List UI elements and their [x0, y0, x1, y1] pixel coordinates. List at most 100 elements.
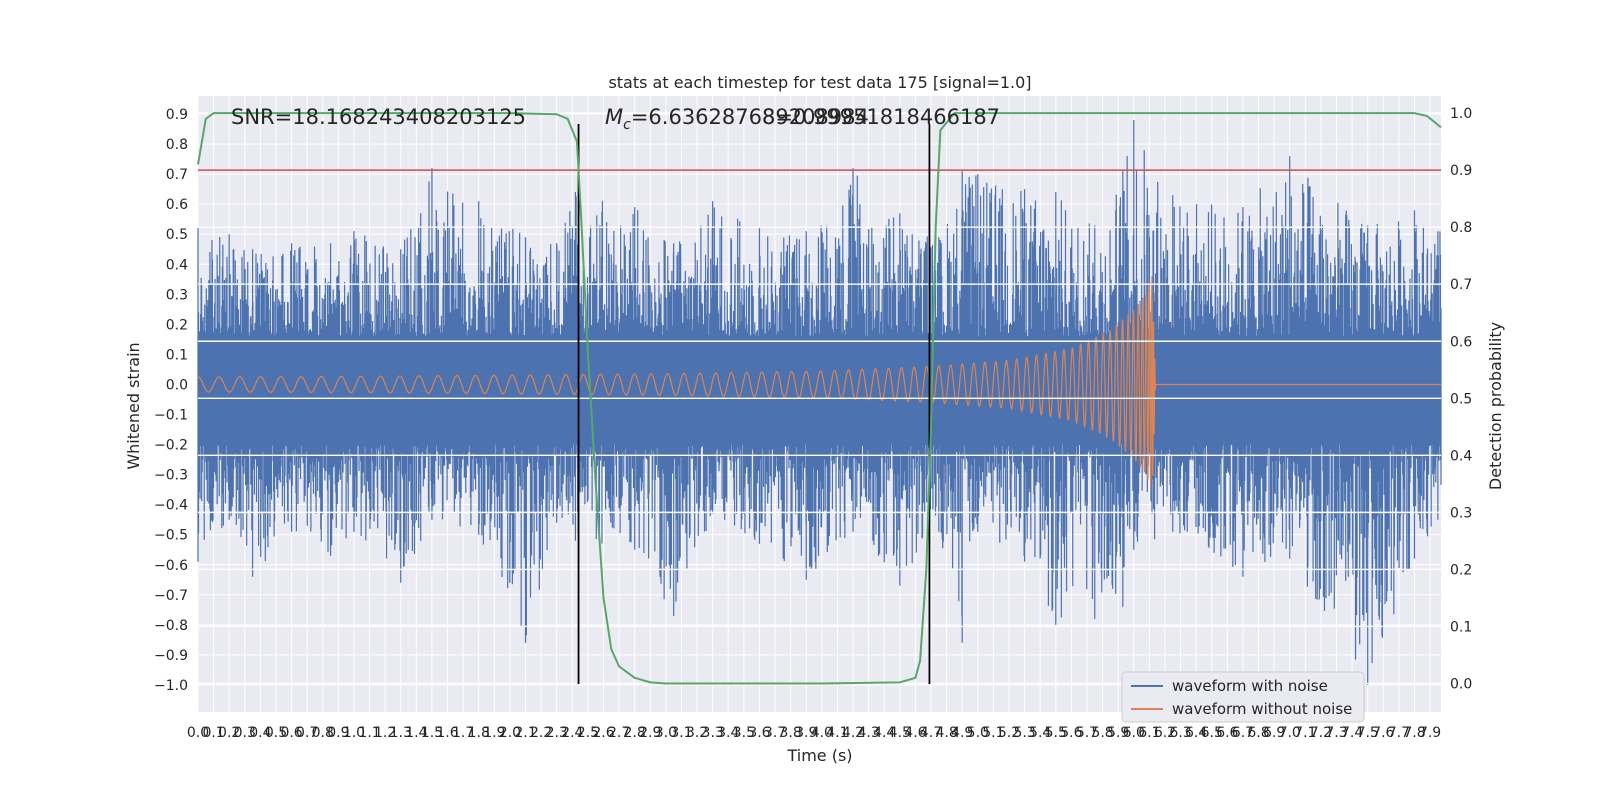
- x-tick-label: 1.0: [343, 725, 365, 741]
- x-tick-label: 0.9: [327, 725, 349, 741]
- x-tick-label: 3.2: [686, 725, 708, 741]
- chirp-mass-subscript: c: [623, 117, 631, 133]
- noisy-waveform-trace: [197, 120, 1442, 685]
- x-tick-label: 6.1: [1138, 725, 1160, 741]
- x-tick-label: 1.7: [452, 725, 474, 741]
- x-tick-label: 7.7: [1388, 725, 1410, 741]
- x-tick-label: 6.2: [1154, 725, 1176, 741]
- x-tick-label: 5.6: [1060, 725, 1082, 741]
- y-tick-label-right: 0.6: [1450, 334, 1472, 350]
- x-tick-label: 2.5: [577, 725, 599, 741]
- y-tick-label-right: 0.9: [1450, 163, 1472, 179]
- y-tick-label-right: 1.0: [1450, 106, 1472, 122]
- x-tick-label: 6.5: [1201, 725, 1223, 741]
- axes: 0.00.10.20.30.40.50.60.70.80.91.01.11.21…: [154, 106, 1472, 741]
- x-tick-label: 0.4: [249, 725, 271, 741]
- x-tick-label: 6.9: [1263, 725, 1285, 741]
- y-tick-label-left: −0.8: [154, 618, 188, 634]
- snr-annotation: SNR=18.168243408203125: [231, 105, 526, 129]
- chirp-mass-value: =6.636287689208984: [631, 105, 869, 129]
- y-tick-label-left: 0.4: [166, 257, 188, 273]
- x-tick-label: 4.4: [873, 725, 895, 741]
- x-tick-label: 0.7: [296, 725, 318, 741]
- x-tick-label: 7.2: [1310, 725, 1332, 741]
- x-tick-label: 1.2: [374, 725, 396, 741]
- y-tick-label-left: −0.7: [154, 588, 188, 604]
- x-tick-label: 5.0: [967, 725, 989, 741]
- y-tick-label-right: 0.5: [1450, 391, 1472, 407]
- y-tick-label-left: 0.8: [166, 137, 188, 153]
- x-tick-label: 4.2: [842, 725, 864, 741]
- overlay: [198, 112, 1441, 685]
- x-tick-label: 1.6: [436, 725, 458, 741]
- y-axis-label-right: Detection probability: [1486, 322, 1505, 490]
- x-tick-label: 2.0: [499, 725, 521, 741]
- x-tick-label: 1.8: [468, 725, 490, 741]
- x-tick-label: 5.9: [1107, 725, 1129, 741]
- series-waveform-with-noise: [197, 120, 1442, 685]
- series-waveform-without-noise: [197, 276, 1441, 489]
- x-tick-label: 5.4: [1029, 725, 1051, 741]
- y-tick-label-left: 0.1: [166, 347, 188, 363]
- detection-probability-line: [197, 112, 1442, 685]
- y-tick-label-left: 0.7: [166, 167, 188, 183]
- x-tick-label: 0.0: [187, 725, 209, 741]
- x-tick-label: 2.7: [608, 725, 630, 741]
- x-tick-label: 2.3: [546, 725, 568, 741]
- chirp-mass-symbol: M: [605, 105, 623, 129]
- x-tick-label: 7.5: [1357, 725, 1379, 741]
- x-tick-label: 1.5: [421, 725, 443, 741]
- x-tick-label: 7.8: [1403, 725, 1425, 741]
- x-tick-label: 2.4: [561, 725, 583, 741]
- x-tick-label: 4.9: [951, 725, 973, 741]
- x-tick-label: 6.0: [1123, 725, 1145, 741]
- y-tick-label-left: 0.3: [166, 287, 188, 303]
- y-tick-label-left: −0.1: [154, 408, 188, 424]
- x-tick-label: 2.6: [592, 725, 614, 741]
- x-tick-label: 7.6: [1372, 725, 1394, 741]
- x-tick-label: 0.5: [265, 725, 287, 741]
- x-tick-label: 5.8: [1091, 725, 1113, 741]
- x-tick-label: 2.9: [639, 725, 661, 741]
- x-tick-label: 0.3: [234, 725, 256, 741]
- x-tick-label: 4.6: [904, 725, 926, 741]
- x-tick-label: 1.1: [358, 725, 380, 741]
- x-tick-label: 7.3: [1325, 725, 1347, 741]
- x-tick-label: 5.5: [1045, 725, 1067, 741]
- x-tick-label: 4.3: [857, 725, 879, 741]
- y-tick-label-left: 0.2: [166, 317, 188, 333]
- x-tick-label: 6.6: [1216, 725, 1238, 741]
- y-tick-label-right: 0.8: [1450, 220, 1472, 236]
- x-tick-label: 3.6: [748, 725, 770, 741]
- y-tick-label-left: −0.9: [154, 648, 188, 664]
- x-tick-label: 7.1: [1294, 725, 1316, 741]
- x-tick-label: 6.8: [1247, 725, 1269, 741]
- x-tick-label: 7.4: [1341, 725, 1363, 741]
- x-tick-label: 0.1: [202, 725, 224, 741]
- x-tick-label: 0.6: [280, 725, 302, 741]
- chirp-mass-annotation: Mc=6.636287689208984: [605, 105, 869, 133]
- x-tick-label: 5.3: [1013, 725, 1035, 741]
- x-tick-label: 4.5: [889, 725, 911, 741]
- x-tick-label: 1.3: [390, 725, 412, 741]
- y-tick-label-left: −0.4: [154, 498, 188, 514]
- x-tick-label: 4.8: [935, 725, 957, 741]
- y-tick-label-right: 0.0: [1450, 676, 1472, 692]
- y-tick-label-left: −0.6: [154, 558, 188, 574]
- x-tick-label: 4.7: [920, 725, 942, 741]
- x-tick-label: 7.0: [1279, 725, 1301, 741]
- x-tick-label: 3.1: [670, 725, 692, 741]
- x-tick-label: 5.1: [982, 725, 1004, 741]
- series-detection-probability: [197, 112, 1442, 685]
- y-tick-label-left: −0.5: [154, 528, 188, 544]
- clean-waveform-trace: [197, 276, 1441, 489]
- x-tick-label: 3.8: [780, 725, 802, 741]
- x-tick-label: 0.8: [312, 725, 334, 741]
- y-tick-label-right: 0.2: [1450, 562, 1472, 578]
- x-tick-label: 4.1: [826, 725, 848, 741]
- x-tick-label: 3.0: [655, 725, 677, 741]
- x-tick-label: 1.4: [405, 725, 427, 741]
- x-tick-label: 6.4: [1185, 725, 1207, 741]
- x-tick-label: 4.0: [811, 725, 833, 741]
